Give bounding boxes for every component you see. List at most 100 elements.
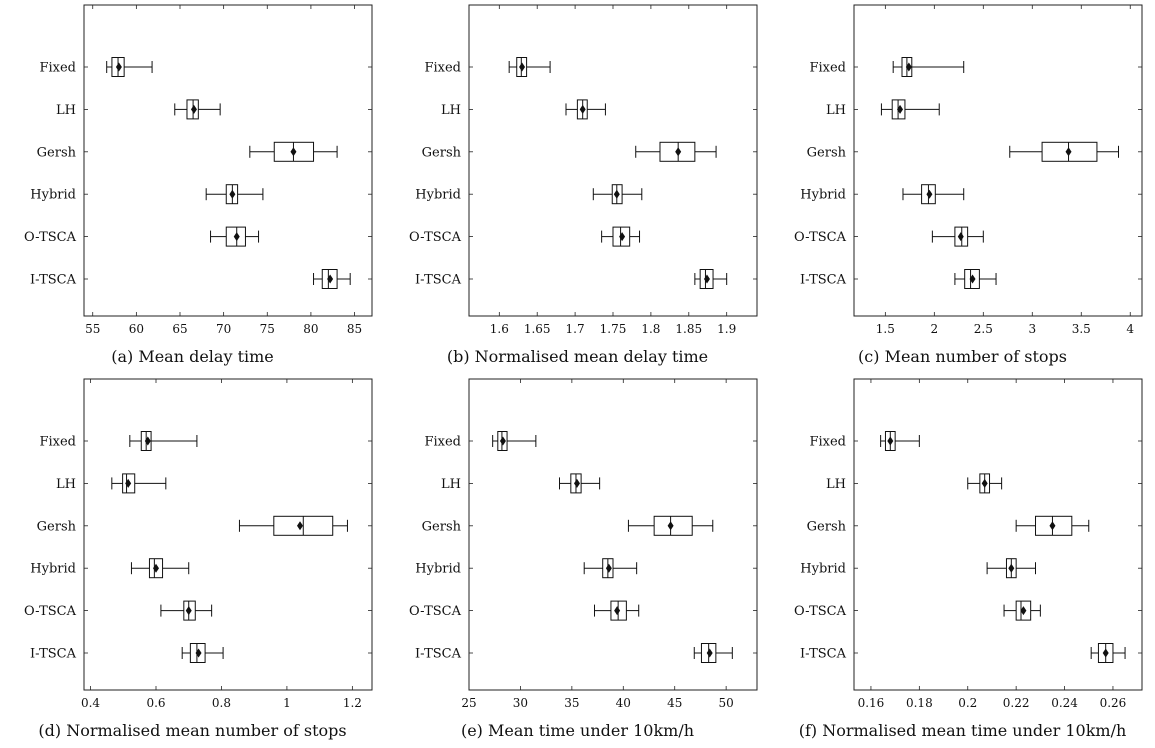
category-label: I-TSCA [800, 273, 847, 288]
box-plot-i-tsca [181, 643, 224, 663]
box-plot-o-tsca [601, 226, 641, 247]
box-plot-fixed [892, 57, 965, 77]
x-tick-label: 0.16 [858, 696, 885, 710]
mean-marker [969, 274, 976, 284]
mean-marker [957, 232, 964, 242]
x-tick-label: 0.18 [906, 696, 933, 710]
caption-normalised-mean-delay-time: (b) Normalised mean delay time [446, 347, 709, 366]
box-plot-i-tsca [313, 269, 351, 289]
box-plot-i-tsca [1090, 643, 1126, 663]
category-label: O-TSCA [409, 604, 462, 619]
x-tick-label: 4 [1126, 322, 1134, 336]
plot-frame [83, 4, 373, 317]
mean-marker [613, 189, 620, 199]
box-plot-fixed [106, 57, 153, 77]
x-tick-label: 35 [564, 696, 579, 710]
category-label: Gersh [807, 145, 847, 160]
mean-marker [297, 521, 303, 531]
box-plot-hybrid [205, 184, 264, 205]
mean-marker [887, 436, 894, 446]
mean-marker [926, 189, 933, 199]
x-tick-label: 2.5 [974, 322, 993, 336]
mean-marker [619, 232, 626, 242]
box-plot-lh [174, 99, 221, 120]
mean-marker [897, 104, 904, 114]
category-label: LH [441, 103, 461, 118]
category-label: I-TSCA [415, 273, 462, 288]
plot-frame [853, 378, 1143, 691]
x-tick-label: 1.75 [600, 322, 627, 336]
plot-frame [468, 4, 758, 317]
box-plot-o-tsca [160, 600, 213, 621]
box-plot-i-tsca [694, 269, 728, 289]
x-tick-label: 80 [303, 322, 318, 336]
x-tick-label: 1.85 [675, 322, 702, 336]
x-tick-label: 1 [283, 696, 291, 710]
x-tick-label: 1.65 [524, 322, 551, 336]
category-label: Hybrid [800, 562, 846, 577]
x-tick-label: 0.8 [212, 696, 231, 710]
category-label: Gersh [37, 519, 77, 534]
box-plot-fixed [508, 57, 551, 77]
category-label: O-TSCA [794, 230, 847, 245]
mean-marker [233, 232, 240, 242]
mean-marker [499, 436, 506, 446]
category-label: Gersh [807, 519, 847, 534]
x-tick-label: 40 [616, 696, 631, 710]
category-label: Fixed [809, 435, 846, 450]
mean-marker [144, 436, 151, 446]
mean-marker [519, 62, 526, 72]
mean-marker [981, 478, 988, 488]
box-plot-fixed [492, 431, 537, 451]
category-label: I-TSCA [415, 647, 462, 662]
category-label: Gersh [37, 145, 77, 160]
box-plot-o-tsca [931, 226, 984, 247]
x-tick-label: 25 [461, 696, 476, 710]
panel-mean-delay-time: 55 60 65 70 75 80 85 Fixed LH Gersh Hybrid O-TSCA I-… [0, 0, 385, 374]
category-label: LH [56, 103, 76, 118]
box-plot-hybrid [583, 558, 638, 579]
panel-normalised-mean-delay-time: 1.6 1.65 1.7 1.75 1.8 1.85 1.9 Fixed LH Gersh Hybr… [385, 0, 770, 374]
box-plot-gersh [635, 141, 717, 162]
box-plot-hybrid [130, 558, 190, 579]
chart-mean-time-under-10kmh: 25 30 35 40 45 50 Fixed LH Gersh Hybrid O-TSCA I-TS… [409, 378, 758, 710]
caption-normalised-mean-number-of-stops: (d) Normalised mean number of stops [38, 721, 347, 740]
mean-marker [185, 606, 192, 616]
panel-mean-number-of-stops: 1.5 2 2.5 3 3.5 4 Fixed LH Gersh Hybrid O-TSCA I-TS… [770, 0, 1155, 374]
category-label: LH [826, 103, 846, 118]
mean-marker [1102, 648, 1109, 658]
category-label: I-TSCA [800, 647, 847, 662]
plot-frame [468, 378, 758, 691]
category-label: LH [826, 477, 846, 492]
x-tick-label: 2 [931, 322, 939, 336]
box-plot-o-tsca [210, 226, 260, 247]
mean-marker [614, 606, 621, 616]
category-label: Gersh [422, 519, 462, 534]
category-label: Fixed [809, 61, 846, 76]
category-label: I-TSCA [30, 647, 77, 662]
panel-normalised-mean-number-of-stops: 0.4 0.6 0.8 1 1.2 Fixed LH Gersh Hybrid O-TSCA I-T… [0, 374, 385, 748]
category-label: O-TSCA [409, 230, 462, 245]
box-plot-gersh [1015, 515, 1090, 536]
box-plot-o-tsca [593, 600, 640, 621]
mean-marker [605, 563, 612, 573]
box-plot-gersh [238, 515, 348, 536]
x-tick-label: 1.5 [876, 322, 895, 336]
category-label: LH [441, 477, 461, 492]
box-plot-o-tsca [1003, 600, 1041, 621]
box-plot-gersh [627, 515, 714, 536]
mean-marker [290, 147, 297, 157]
x-tick-label: 75 [260, 322, 275, 336]
mean-marker [327, 274, 334, 284]
category-label: Fixed [39, 435, 76, 450]
caption-mean-time-under-10kmh: (e) Mean time under 10km/h [460, 721, 695, 740]
x-tick-label: 0.22 [1003, 696, 1030, 710]
x-tick-label: 1.6 [490, 322, 509, 336]
x-tick-label: 0.24 [1051, 696, 1078, 710]
category-label: Fixed [424, 435, 461, 450]
x-tick-label: 85 [347, 322, 362, 336]
panel-normalised-mean-time-under-10kmh: 0.16 0.18 0.2 0.22 0.24 0.26 Fixed LH Gersh Hybri… [770, 374, 1155, 748]
box-plot-fixed [129, 431, 198, 451]
box-plot-fixed [880, 431, 920, 451]
category-label: I-TSCA [30, 273, 77, 288]
